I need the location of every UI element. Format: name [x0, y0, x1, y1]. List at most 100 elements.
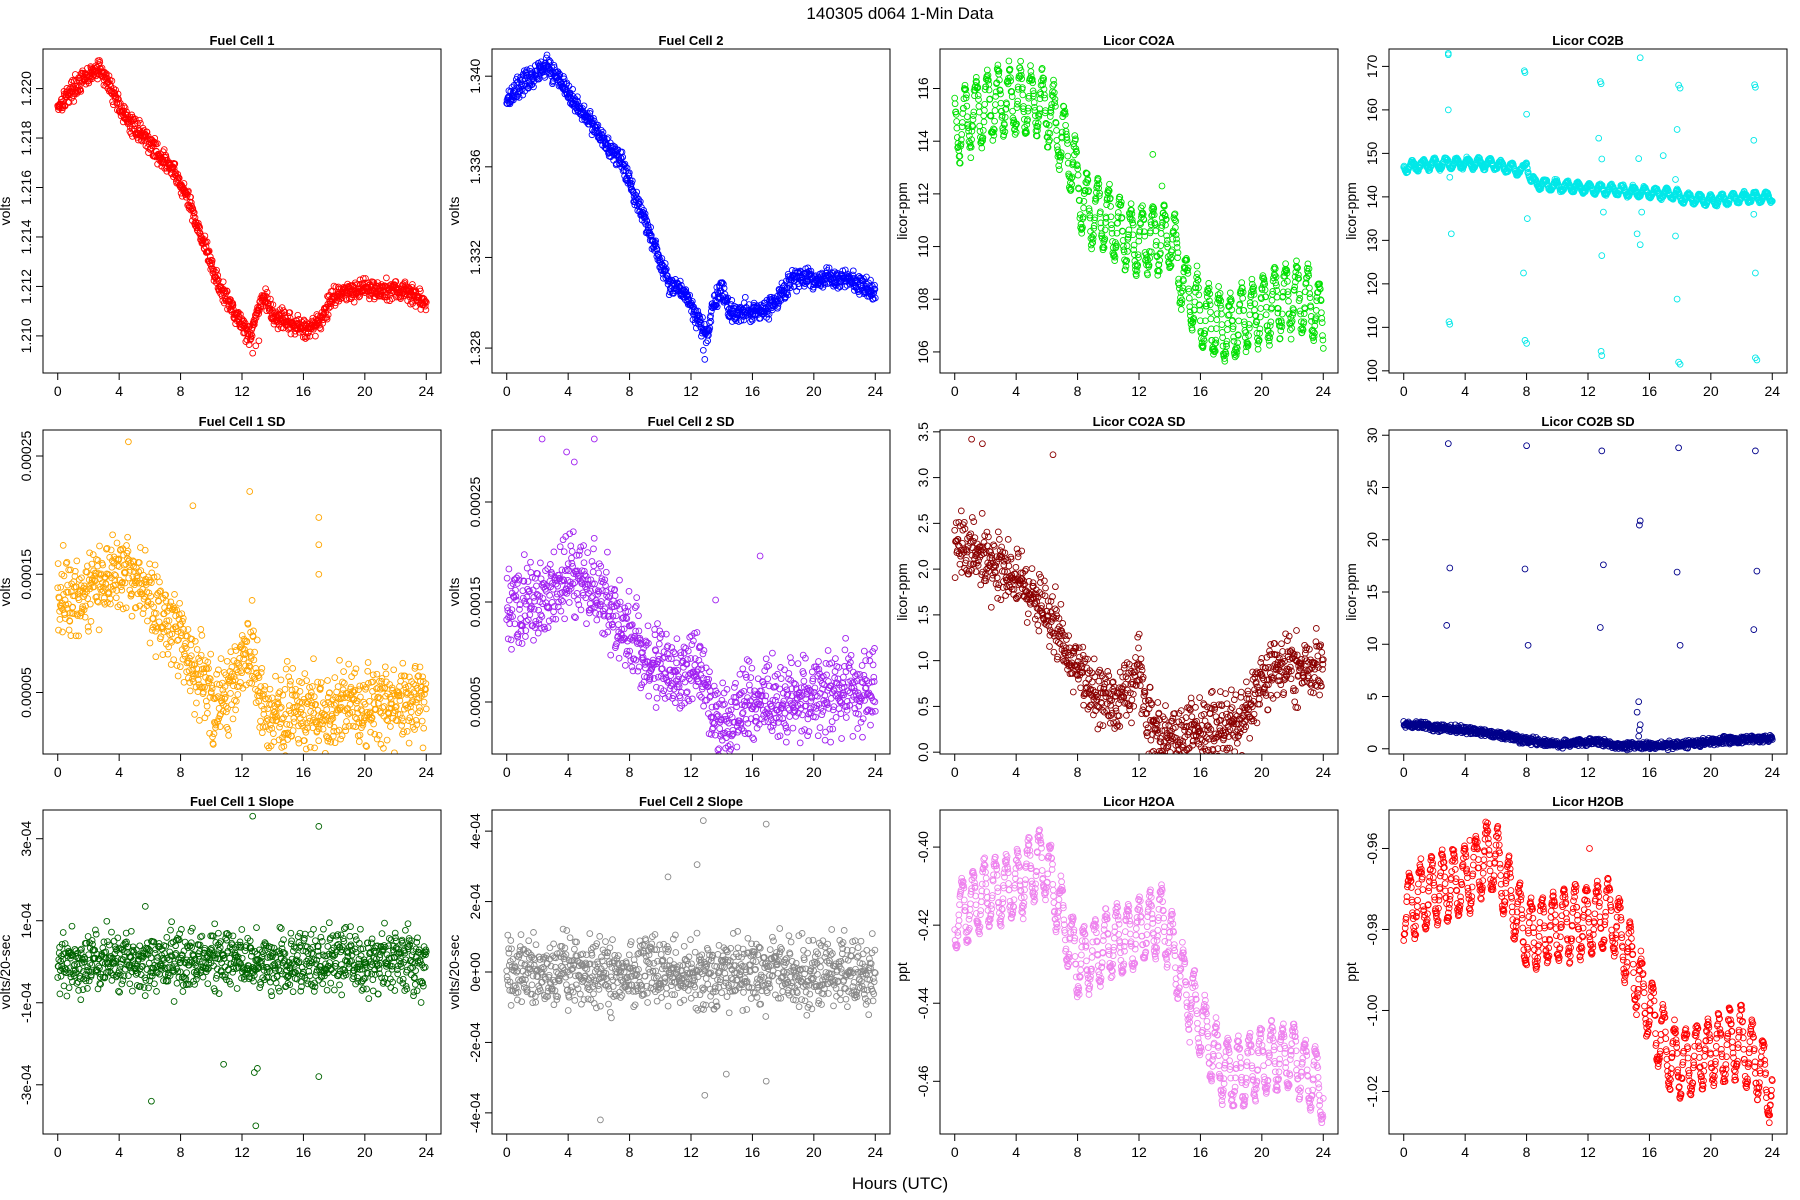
- data-point: [115, 95, 122, 103]
- data-point: [962, 94, 970, 102]
- data-point: [92, 577, 99, 585]
- data-point: [197, 651, 205, 659]
- data-point: [55, 594, 63, 602]
- data-point: [625, 169, 633, 177]
- data-point: [1135, 254, 1142, 261]
- data-point: [106, 595, 114, 603]
- data-point: [951, 94, 959, 102]
- data-point: [1121, 266, 1129, 274]
- data-point: [421, 302, 429, 310]
- data-point: [957, 136, 965, 144]
- data-point: [303, 677, 310, 684]
- data-point: [1229, 323, 1237, 330]
- data-point: [229, 715, 237, 723]
- data-point: [1028, 75, 1036, 83]
- data-point: [272, 710, 280, 718]
- data-point: [966, 139, 974, 147]
- y-tick-label: 130: [1364, 228, 1380, 252]
- data-point: [676, 277, 684, 285]
- data-point: [1305, 265, 1313, 273]
- data-point: [159, 651, 167, 658]
- outlier-point: [1447, 230, 1455, 238]
- data-point: [298, 705, 305, 713]
- data-point: [1174, 249, 1182, 257]
- data-point: [1013, 100, 1021, 108]
- data-point: [1017, 57, 1024, 65]
- data-point: [597, 126, 605, 134]
- data-point: [326, 689, 333, 697]
- data-point: [228, 303, 236, 310]
- data-point: [118, 579, 125, 587]
- data-point: [191, 711, 198, 718]
- outlier-point: [1521, 69, 1529, 76]
- data-point: [115, 555, 123, 563]
- data-point: [1152, 227, 1160, 235]
- data-point: [307, 692, 315, 699]
- data-point: [590, 117, 598, 125]
- data-point: [1167, 255, 1175, 263]
- data-point: [126, 563, 133, 571]
- data-point: [162, 153, 170, 161]
- data-point: [152, 653, 160, 661]
- x-tick-label: 12: [1580, 383, 1596, 399]
- data-point: [1713, 202, 1721, 210]
- data-point: [1297, 318, 1305, 326]
- data-point: [356, 292, 364, 300]
- data-point: [1024, 116, 1031, 123]
- data-point: [213, 670, 220, 678]
- data-point: [1031, 112, 1039, 119]
- data-point: [301, 317, 308, 325]
- data-point: [150, 573, 158, 581]
- data-point: [335, 726, 343, 734]
- data-point: [278, 715, 286, 723]
- data-point: [227, 690, 234, 697]
- data-point: [179, 615, 187, 622]
- y-tick-label: 140: [1364, 185, 1380, 209]
- data-point: [258, 729, 266, 737]
- outlier-point: [249, 349, 257, 357]
- data-point: [1218, 310, 1225, 318]
- y-tick-label: 110: [1364, 316, 1380, 339]
- data-point: [1177, 306, 1185, 313]
- data-point: [1318, 319, 1326, 326]
- data-point: [260, 705, 268, 713]
- data-point: [1095, 192, 1103, 200]
- data-point: [1228, 297, 1235, 305]
- y-tick-label: 108: [915, 287, 931, 311]
- data-point: [1319, 332, 1326, 339]
- data-point: [545, 57, 553, 64]
- panel-title: Fuel Cell 1: [209, 33, 274, 48]
- data-point: [248, 680, 256, 687]
- y-tick-label: 1.220: [18, 71, 34, 106]
- data-point: [182, 644, 190, 652]
- data-point: [180, 180, 188, 187]
- data-point: [1062, 121, 1069, 129]
- data-point: [93, 556, 100, 563]
- data-point: [699, 314, 706, 321]
- data-point: [417, 287, 424, 295]
- data-point: [147, 592, 155, 600]
- data-point: [85, 79, 93, 87]
- data-point: [1295, 275, 1303, 282]
- data-point: [720, 280, 727, 288]
- data-point: [1196, 306, 1204, 314]
- data-point: [276, 704, 284, 712]
- data-point: [1180, 268, 1188, 276]
- data-point: [155, 598, 163, 605]
- data-point: [1415, 167, 1422, 175]
- y-tick-label: 170: [1364, 55, 1380, 79]
- data-point: [707, 307, 715, 315]
- outlier-point: [1598, 352, 1606, 359]
- data-point: [133, 572, 141, 580]
- data-point: [162, 597, 170, 605]
- data-point: [62, 601, 70, 609]
- data-point: [995, 67, 1003, 75]
- data-point: [1190, 314, 1198, 322]
- data-points: [54, 57, 430, 357]
- data-point: [987, 112, 995, 120]
- data-point: [969, 123, 977, 130]
- data-point: [1085, 187, 1093, 194]
- data-point: [200, 688, 207, 696]
- data-point: [1080, 198, 1088, 205]
- data-point: [1266, 341, 1273, 349]
